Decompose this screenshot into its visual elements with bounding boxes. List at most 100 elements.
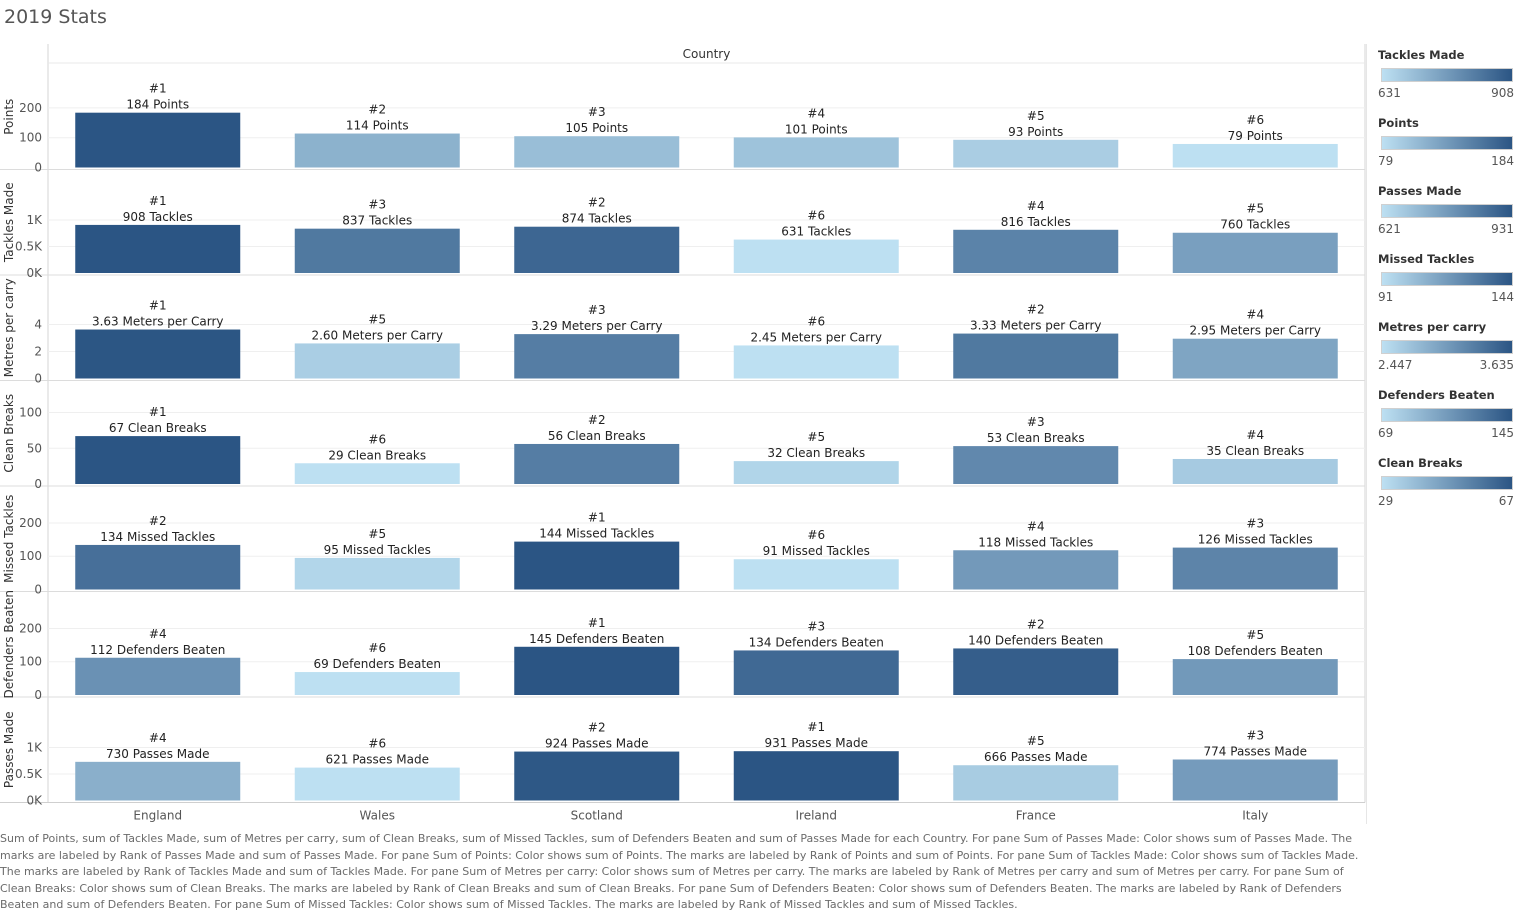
value-label: 837 Tackles (342, 214, 412, 228)
rank-label: #5 (368, 527, 386, 541)
legend-max: 931 (1491, 222, 1514, 236)
bar (514, 226, 680, 273)
rank-label: #1 (588, 511, 606, 525)
y-tick-label: 0.5K (15, 767, 43, 781)
legend-clean-breaks[interactable]: Clean Breaks 29 67 (1378, 456, 1514, 508)
legend-title: Tackles Made (1378, 48, 1465, 62)
y-tick-label: 100 (19, 406, 42, 420)
legend-max: 67 (1498, 494, 1514, 508)
rank-label: #1 (149, 405, 167, 419)
y-tick-label: 50 (27, 441, 42, 455)
value-label: 3.29 Meters per Carry (531, 319, 663, 333)
rank-label: #3 (1246, 517, 1264, 531)
value-label: 145 Defenders Beaten (529, 632, 664, 646)
y-tick-label: 4 (34, 318, 42, 332)
bar (514, 334, 680, 379)
bar (733, 751, 899, 801)
legend-metres-per-carry[interactable]: Metres per carry 2.447 3.635 (1378, 320, 1514, 372)
legend-passes-made[interactable]: Passes Made 621 931 (1378, 184, 1514, 236)
value-label: 29 Clean Breaks (328, 448, 426, 462)
legend-max: 3.635 (1479, 358, 1514, 372)
y-axis-title: Points (2, 99, 16, 135)
rank-label: #1 (149, 82, 167, 96)
legend-max: 144 (1491, 290, 1514, 304)
y-tick-label: 0 (34, 583, 42, 597)
color-ramp (1381, 476, 1513, 490)
chart-caption: Sum of Points, sum of Tackles Made, sum … (0, 832, 1359, 911)
legend-points[interactable]: Points 79 184 (1378, 116, 1514, 168)
rank-label: #2 (1027, 617, 1045, 631)
value-label: 91 Missed Tackles (763, 544, 870, 558)
legend-min: 69 (1378, 426, 1394, 440)
bar (514, 646, 680, 695)
rank-label: #2 (588, 721, 606, 735)
legend-max: 184 (1491, 154, 1514, 168)
x-tick-label: France (1016, 809, 1056, 823)
y-tick-label: 100 (19, 655, 42, 669)
x-tick-label: Italy (1242, 809, 1268, 823)
legend-title: Clean Breaks (1378, 456, 1463, 470)
value-label: 924 Passes Made (545, 737, 648, 751)
bar (514, 751, 680, 801)
y-tick-label: 100 (19, 549, 42, 563)
y-tick-label: 0 (34, 477, 42, 491)
y-axis-title: Metres per carry (2, 278, 16, 377)
value-label: 908 Tackles (123, 210, 193, 224)
y-tick-label: 0K (26, 266, 43, 280)
value-label: 730 Passes Made (106, 747, 209, 761)
value-label: 184 Points (126, 98, 189, 112)
bar (75, 224, 241, 273)
value-label: 760 Tackles (1220, 218, 1290, 232)
bar (294, 463, 460, 484)
rank-label: #6 (807, 209, 825, 223)
bar (294, 228, 460, 273)
value-label: 774 Passes Made (1204, 745, 1307, 759)
bar (953, 550, 1119, 590)
legend-min: 631 (1378, 86, 1401, 100)
y-axis-title: Clean Breaks (2, 394, 16, 473)
bar (75, 761, 241, 801)
legend-min: 91 (1378, 290, 1394, 304)
value-label: 3.33 Meters per Carry (970, 319, 1102, 333)
y-tick-label: 200 (19, 516, 42, 530)
value-label: 816 Tackles (1001, 215, 1071, 229)
rank-label: #4 (1027, 199, 1045, 213)
bar (1172, 659, 1338, 695)
legend-tackles-made[interactable]: Tackles Made 631 908 (1378, 48, 1514, 100)
y-tick-label: 0 (34, 372, 42, 386)
bar (294, 133, 460, 168)
color-ramp (1381, 68, 1513, 82)
color-ramp (1381, 340, 1513, 354)
rank-label: #5 (1027, 109, 1045, 123)
legend-min: 79 (1378, 154, 1394, 168)
rank-label: #6 (1246, 113, 1264, 127)
legend-title: Metres per carry (1378, 320, 1487, 334)
x-tick-label: Wales (360, 809, 395, 823)
rank-label: #4 (1027, 519, 1045, 533)
rank-label: #3 (1027, 415, 1045, 429)
rank-label: #5 (807, 430, 825, 444)
bar (75, 436, 241, 484)
bar (1172, 759, 1338, 801)
rank-label: #3 (807, 619, 825, 633)
bar (1172, 232, 1338, 273)
legend-missed-tackles[interactable]: Missed Tackles 91 144 (1378, 252, 1514, 304)
value-label: 56 Clean Breaks (548, 429, 646, 443)
bar (953, 139, 1119, 168)
legend-max: 908 (1491, 86, 1514, 100)
rank-label: #3 (368, 198, 386, 212)
value-label: 2.60 Meters per Carry (311, 328, 443, 342)
value-label: 666 Passes Made (984, 750, 1087, 764)
legend-min: 621 (1378, 222, 1401, 236)
bar (953, 333, 1119, 379)
y-tick-label: 1K (26, 741, 43, 755)
bar (514, 136, 680, 168)
bar (514, 541, 680, 590)
legend-defenders-beaten[interactable]: Defenders Beaten 69 145 (1378, 388, 1514, 440)
bar (1172, 547, 1338, 590)
y-tick-label: 0 (34, 161, 42, 175)
bar (733, 239, 899, 273)
bar (953, 229, 1119, 273)
rank-label: #2 (588, 413, 606, 427)
rank-label: #2 (368, 103, 386, 117)
